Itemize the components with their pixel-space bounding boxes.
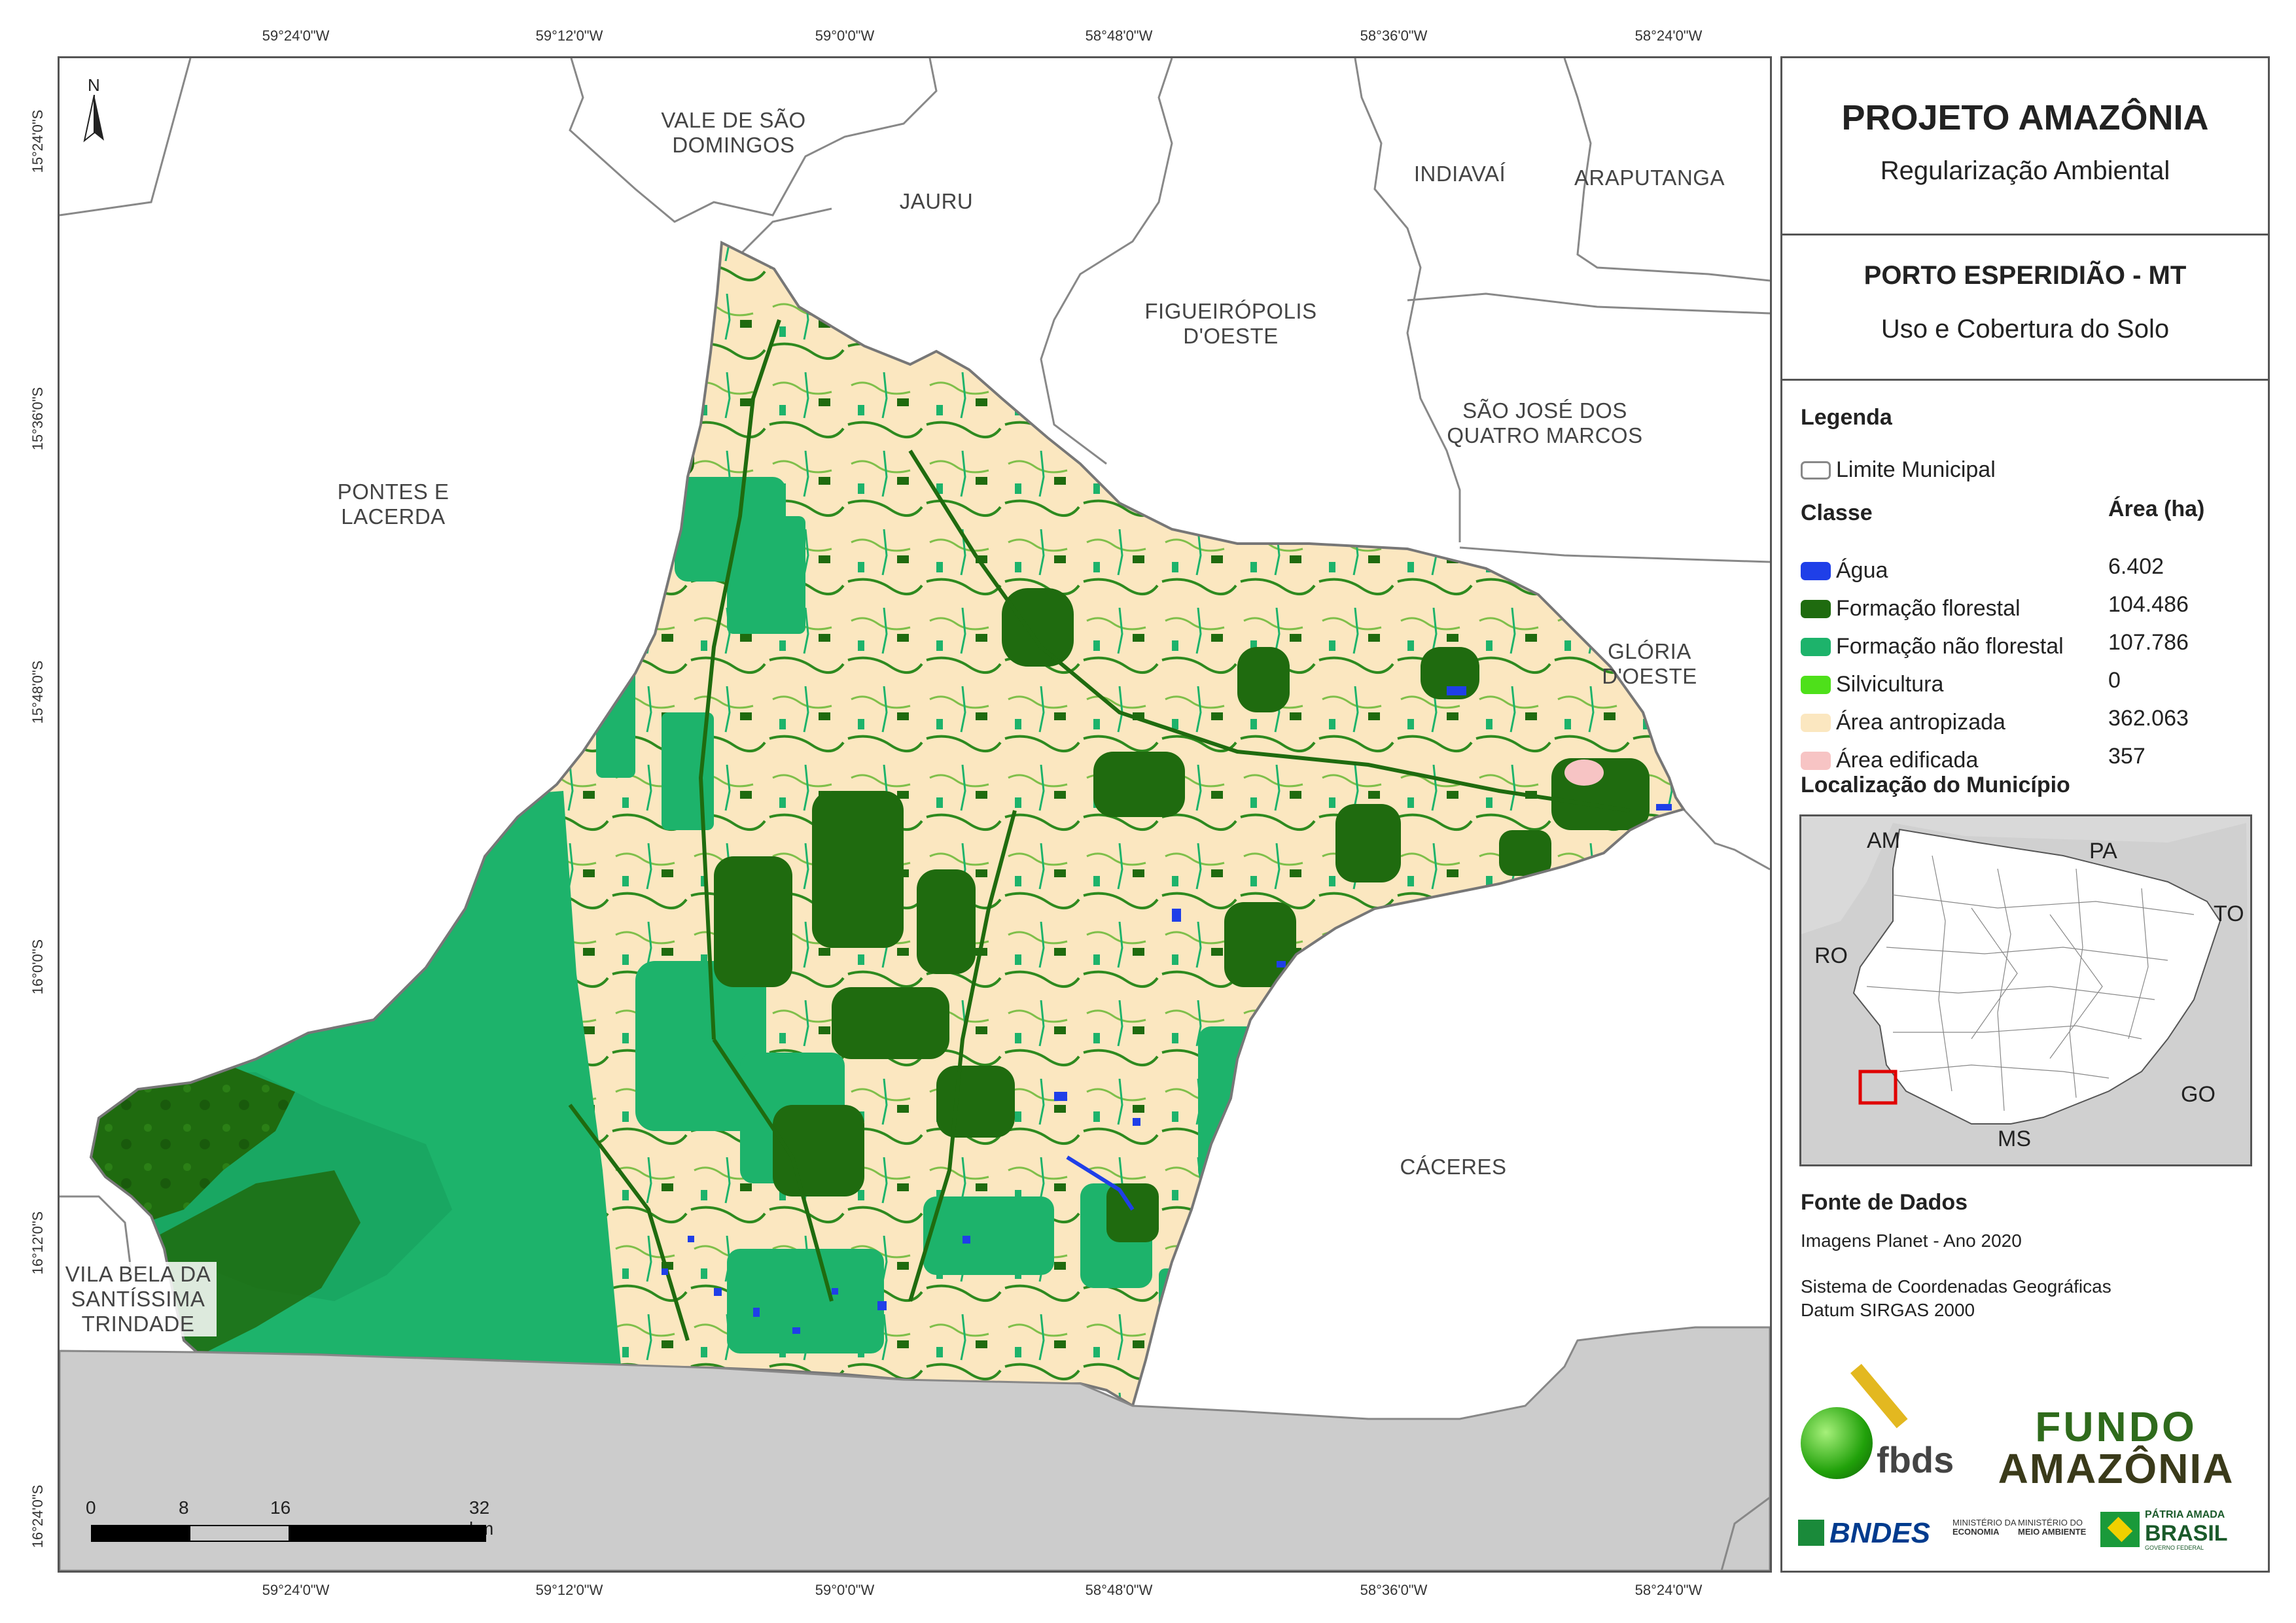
label-araputanga: ARAPUTANGA xyxy=(1574,166,1725,190)
label-gloria-doeste: GLÓRIA D'OESTE xyxy=(1602,639,1697,688)
class-swatch xyxy=(1801,752,1831,770)
limit-swatch xyxy=(1801,461,1831,480)
municipal-boundaries xyxy=(60,58,1770,1276)
coord-left-2: 15°36'0"S xyxy=(29,387,46,451)
class-swatch xyxy=(1801,676,1831,694)
scale-tick-0: 0 xyxy=(86,1497,96,1518)
fbds-logo: fbds xyxy=(1801,1363,1971,1480)
scale-tick-8: 8 xyxy=(179,1497,189,1518)
map-theme: Uso e Cobertura do Solo xyxy=(1881,315,2170,343)
north-label: N xyxy=(88,75,100,95)
scale-bar: 0 8 16 32 km xyxy=(86,1497,504,1550)
legend-class-row: Área antropizada 362.063 xyxy=(1801,706,2246,739)
coord-bottom-3: 59°0'0"W xyxy=(815,1582,875,1598)
label-figueiropolis-doeste: FIGUEIRÓPOLIS D'OESTE xyxy=(1144,299,1317,348)
coord-bottom-5: 58°36'0"W xyxy=(1360,1582,1428,1598)
coord-top-3: 59°0'0"W xyxy=(815,27,875,44)
coord-left-4: 16°0'0"S xyxy=(29,939,46,995)
panel-subtitle: Regularização Ambiental xyxy=(1880,156,2170,185)
legend-class-row: Formação florestal 104.486 xyxy=(1801,592,2246,625)
source-title: Fonte de Dados xyxy=(1801,1190,1968,1215)
class-area: 107.786 xyxy=(2108,630,2189,655)
legend-class-row: Água 6.402 xyxy=(1801,554,2246,587)
outside-region xyxy=(60,1326,1770,1571)
label-vila-bela: VILA BELA DA SANTÍSSIMA TRINDADE xyxy=(60,1262,217,1336)
label-caceres: CÁCERES xyxy=(1400,1155,1507,1179)
legend-limit: Limite Municipal xyxy=(1801,457,2246,486)
coord-left-1: 15°24'0"S xyxy=(29,109,46,173)
coord-top-4: 58°48'0"W xyxy=(1085,27,1153,44)
label-jauru: JAURU xyxy=(899,189,974,213)
class-label: Área antropizada xyxy=(1836,710,2005,735)
class-label: Formação não florestal xyxy=(1836,634,2064,659)
class-area: 357 xyxy=(2108,744,2146,769)
area-header: Área (ha) xyxy=(2108,497,2205,521)
coord-left-3: 15°48'0"S xyxy=(29,660,46,724)
inset-label-ms: MS xyxy=(1998,1126,2031,1151)
map-frame[interactable]: N VALE DE SÃO DOMINGOS JAURU INDIAVAÍ AR… xyxy=(58,56,1772,1573)
coord-left-6: 16°24'0"S xyxy=(29,1484,46,1548)
class-area: 362.063 xyxy=(2108,706,2189,731)
coord-top-2: 59°12'0"W xyxy=(535,27,603,44)
built-area xyxy=(1564,759,1604,786)
north-arrow-icon xyxy=(83,95,104,143)
coord-top-5: 58°36'0"W xyxy=(1360,27,1428,44)
label-pontes-e-lacerda: PONTES E LACERDA xyxy=(337,480,450,529)
class-area: 104.486 xyxy=(2108,592,2189,617)
panel-title: PROJETO AMAZÔNIA xyxy=(1841,98,2209,137)
coord-left-5: 16°12'0"S xyxy=(29,1211,46,1275)
location-inset-map: AM PA TO RO GO MS xyxy=(1799,814,2252,1166)
ministerio-economia-logo: MINISTÉRIO DA ECONOMIA xyxy=(1952,1518,2017,1537)
coord-bottom-1: 59°24'0"W xyxy=(262,1582,330,1598)
scale-tick-16: 16 xyxy=(270,1497,291,1518)
coord-bottom-6: 58°24'0"W xyxy=(1634,1582,1703,1598)
legend-class-row: Área edificada 357 xyxy=(1801,744,2246,777)
class-area: 6.402 xyxy=(2108,554,2164,579)
land-use-map xyxy=(60,58,1770,1571)
inset-label-pa: PA xyxy=(2089,839,2117,864)
ministerio-meio-ambiente-logo: MINISTÉRIO DO MEIO AMBIENTE xyxy=(2018,1518,2087,1537)
class-label: Água xyxy=(1836,558,1888,583)
inset-label-go: GO xyxy=(2181,1082,2216,1107)
inset-label-am: AM xyxy=(1867,828,1900,853)
fundo-amazonia-logo: FUNDO AMAZÔNIA xyxy=(1998,1403,2234,1492)
coord-bottom-4: 58°48'0"W xyxy=(1085,1582,1153,1598)
class-label: Área edificada xyxy=(1836,748,1979,773)
class-swatch xyxy=(1801,714,1831,732)
class-swatch xyxy=(1801,638,1831,656)
legend-class-row: Formação não florestal 107.786 xyxy=(1801,630,2246,663)
north-arrow: N xyxy=(78,75,111,147)
legend-class-row: Silvicultura 0 xyxy=(1801,668,2246,701)
legend-panel: PROJETO AMAZÔNIA Regularização Ambiental… xyxy=(1780,56,2270,1573)
inset-label-ro: RO xyxy=(1814,943,1848,968)
label-indiavai: INDIAVAÍ xyxy=(1413,162,1506,186)
class-header: Classe xyxy=(1801,500,1873,525)
source-line-1: Imagens Planet - Ano 2020 xyxy=(1801,1230,2022,1251)
coord-top-6: 58°24'0"W xyxy=(1634,27,1703,44)
coord-bottom-2: 59°12'0"W xyxy=(535,1582,603,1598)
location-title: Localização do Município xyxy=(1801,773,2070,797)
mato-grosso-outline xyxy=(1801,823,2250,1164)
coord-top-1: 59°24'0"W xyxy=(262,27,330,44)
label-sao-jose-dos-quatro-marcos: SÃO JOSÉ DOS QUATRO MARCOS xyxy=(1447,398,1643,447)
label-vale-de-sao-domingos: VALE DE SÃO DOMINGOS xyxy=(661,108,806,157)
inset-label-to: TO xyxy=(2214,901,2244,926)
source-line-2: Sistema de Coordenadas Geográficas xyxy=(1801,1276,2111,1297)
class-swatch xyxy=(1801,600,1831,618)
bndes-logo: BNDES xyxy=(1798,1517,1942,1550)
legend-title: Legenda xyxy=(1801,405,1892,430)
class-label: Silvicultura xyxy=(1836,672,1944,697)
source-line-3: Datum SIRGAS 2000 xyxy=(1801,1300,1975,1320)
municipality-title: PORTO ESPERIDIÃO - MT xyxy=(1863,261,2187,290)
patria-amada-brasil-logo: PÁTRIA AMADA BRASIL GOVERNO FEDERAL xyxy=(2100,1508,2251,1551)
location-highlight xyxy=(1858,1070,1898,1105)
class-label: Formação florestal xyxy=(1836,596,2021,621)
water-bodies xyxy=(662,686,1672,1334)
class-area: 0 xyxy=(2108,668,2121,693)
class-swatch xyxy=(1801,562,1831,580)
